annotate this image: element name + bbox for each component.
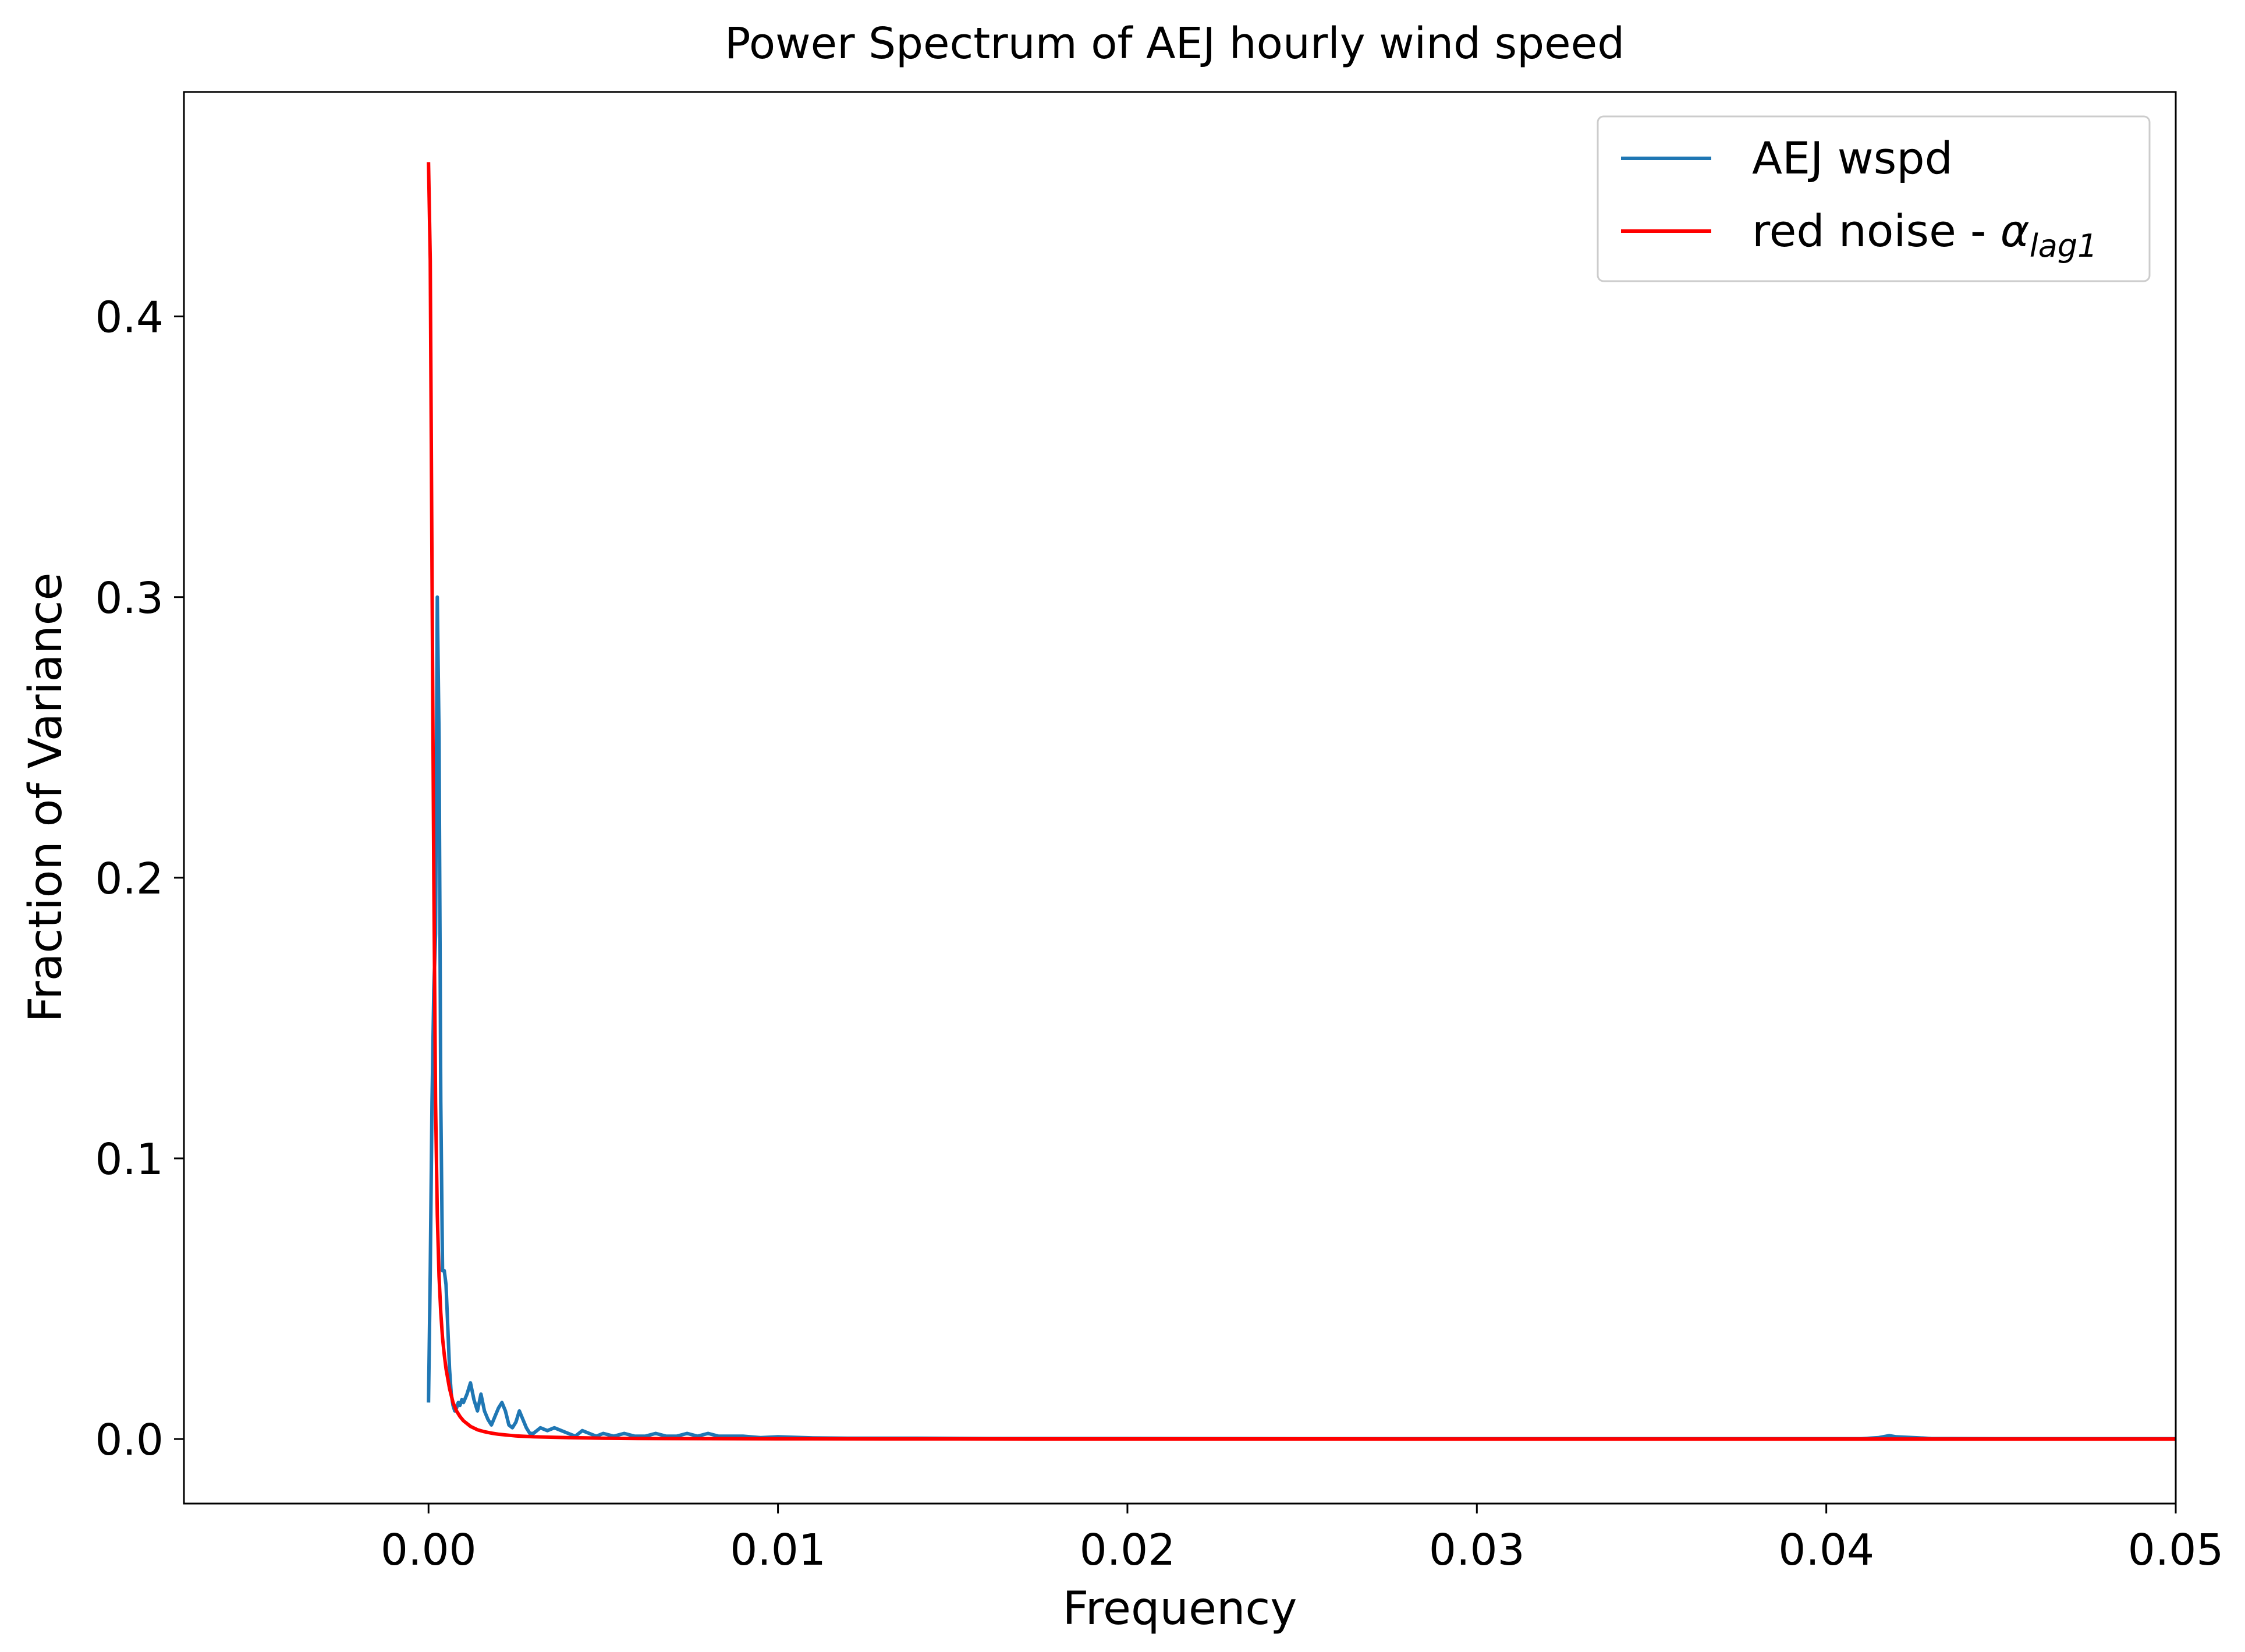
x-axis-ticks: 0.00 0.01 0.02 0.03 0.04 0.05 bbox=[381, 1504, 2224, 1575]
y-axis-label: Fraction of Variance bbox=[20, 572, 72, 1022]
y-tick-label: 0.4 bbox=[95, 293, 164, 343]
legend-alpha-symbol: α bbox=[2001, 205, 2030, 257]
x-tick-label: 0.04 bbox=[1778, 1525, 1874, 1575]
legend-box bbox=[1597, 115, 2151, 282]
y-tick-label: 0.3 bbox=[95, 573, 164, 623]
legend-label-aej-wspd: AEJ wspd bbox=[1752, 132, 1953, 184]
series-line-1 bbox=[427, 162, 2176, 1441]
plot-frame bbox=[183, 91, 2177, 1505]
y-tick-label: 0.1 bbox=[95, 1135, 164, 1185]
series-layer bbox=[427, 162, 2176, 1441]
x-tick-label: 0.00 bbox=[381, 1525, 477, 1575]
y-tick-label: 0.2 bbox=[95, 854, 164, 904]
x-tick-label: 0.01 bbox=[730, 1525, 826, 1575]
x-tick-label: 0.02 bbox=[1080, 1525, 1176, 1575]
legend: AEJ wspd red noise - αlag1 bbox=[1597, 115, 2151, 282]
x-axis-label: Frequency bbox=[1063, 1583, 1297, 1635]
x-tick-label: 0.03 bbox=[1429, 1525, 1525, 1575]
y-axis-ticks: 0.0 0.1 0.2 0.3 0.4 bbox=[95, 293, 184, 1465]
legend-red-noise-main: red noise - bbox=[1752, 205, 2001, 257]
x-tick-label: 0.05 bbox=[2128, 1525, 2224, 1575]
chart-title: Power Spectrum of AEJ hourly wind speed bbox=[725, 19, 1625, 69]
legend-alpha-subscript: lag1 bbox=[2030, 228, 2098, 264]
y-tick-label: 0.0 bbox=[95, 1415, 164, 1465]
legend-label-red-noise: red noise - αlag1 bbox=[1752, 205, 2097, 264]
